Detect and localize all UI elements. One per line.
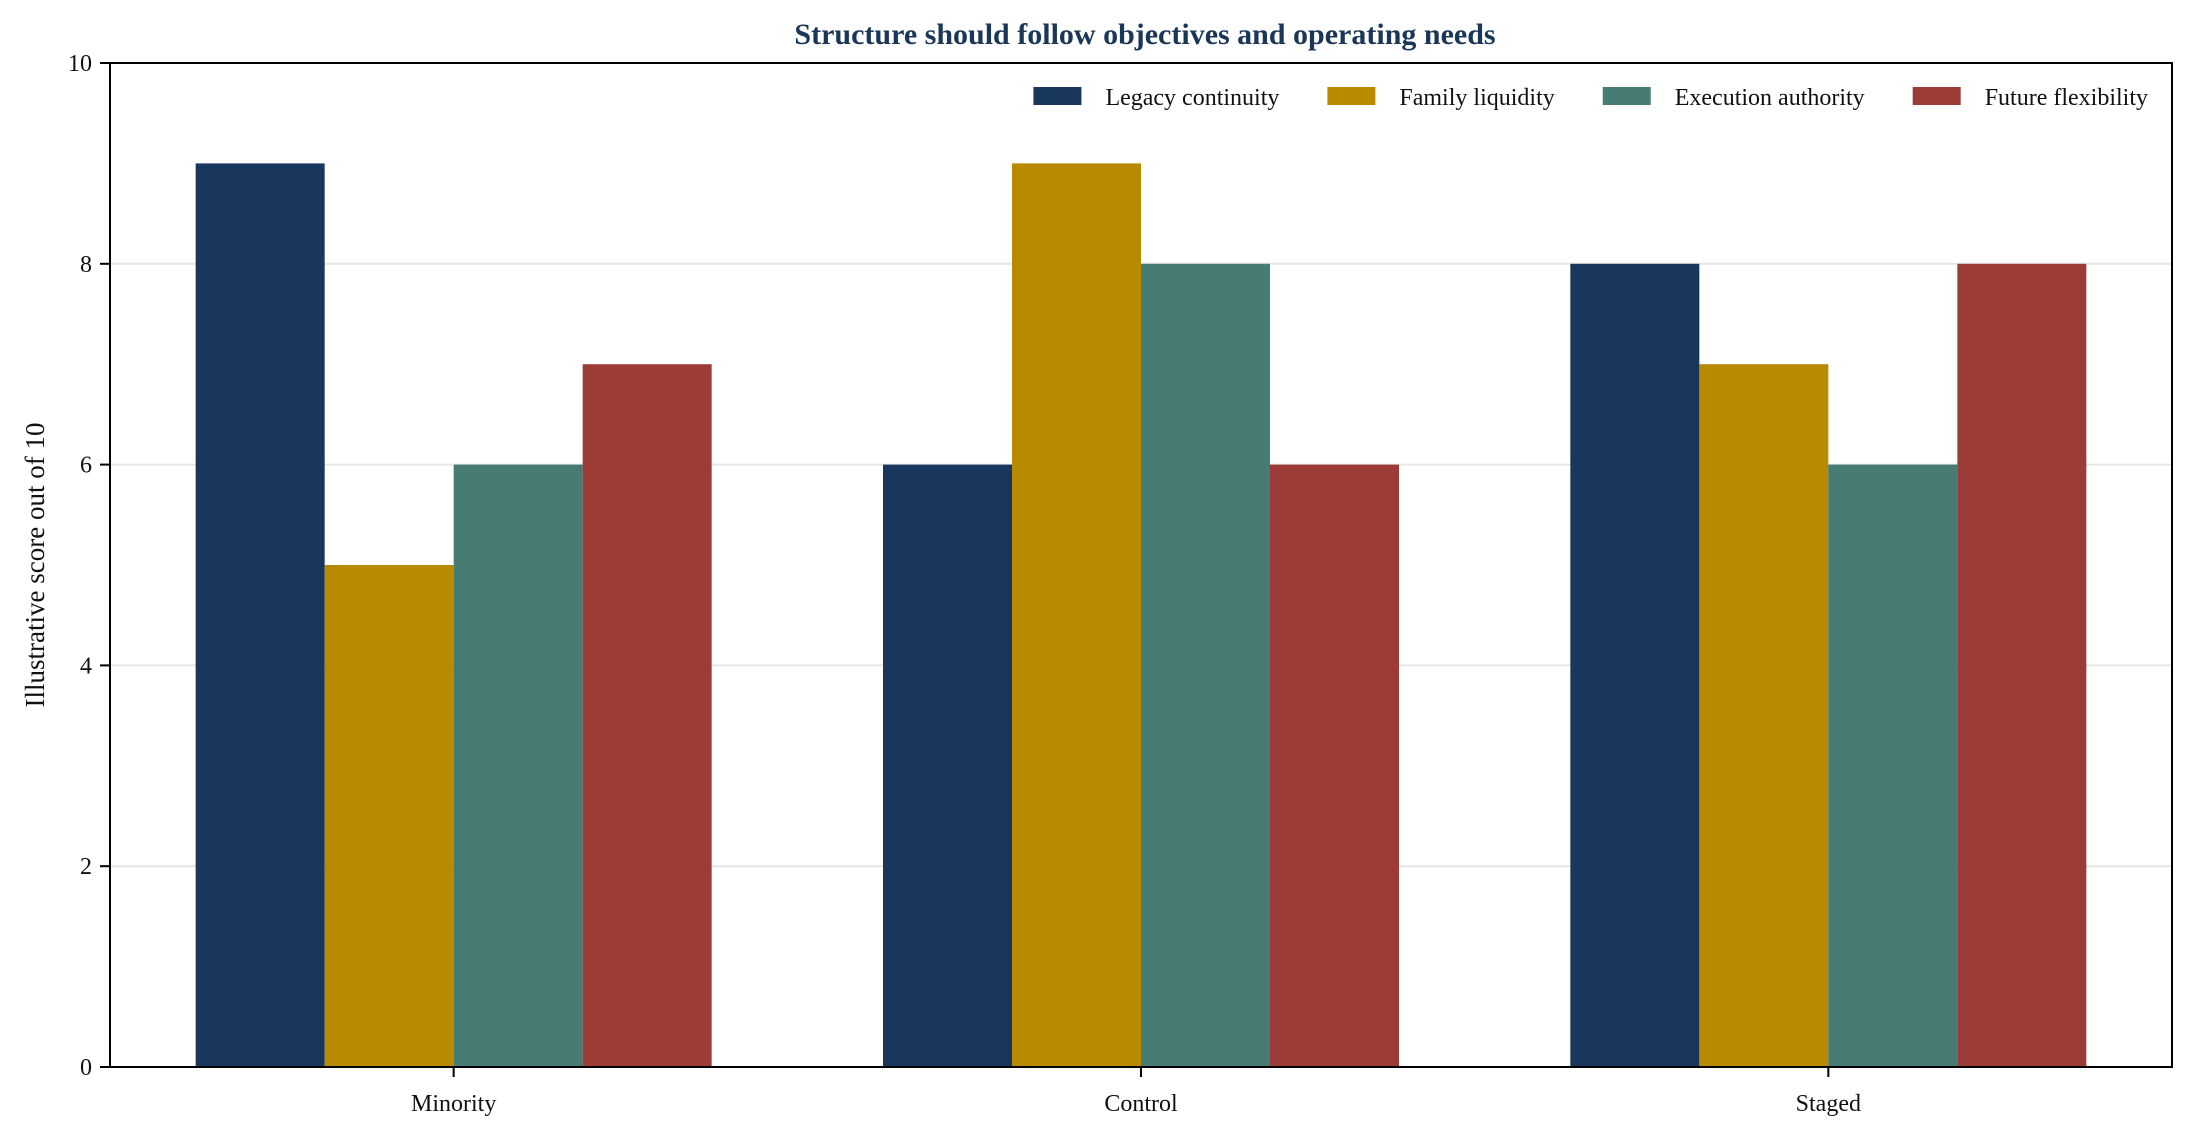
x-tick-label-control: Control xyxy=(1104,1091,1178,1117)
bar-minority-future-flexibility xyxy=(582,364,712,1067)
bars xyxy=(195,163,2087,1068)
y-tick-label-8: 8 xyxy=(80,252,92,278)
y-tick-label-2: 2 xyxy=(80,854,92,880)
bar-minority-legacy-continuity xyxy=(195,163,325,1067)
x-tick-label-staged: Staged xyxy=(1796,1091,1861,1117)
bar-control-execution-authority xyxy=(1141,263,1270,1067)
y-tick-label-6: 6 xyxy=(80,453,92,479)
bar-staged-family-liquidity xyxy=(1699,364,1829,1067)
legend-swatch-future-flexibility xyxy=(1912,87,1961,105)
bar-control-family-liquidity xyxy=(1012,163,1141,1067)
legend-swatch-family-liquidity xyxy=(1327,87,1376,105)
bar-staged-execution-authority xyxy=(1828,464,1958,1068)
bar-minority-family-liquidity xyxy=(324,565,454,1067)
y-tick-label-4: 4 xyxy=(80,653,92,679)
y-axis-ticks: 0 2 4 6 8 10 xyxy=(68,51,110,1081)
bar-control-future-flexibility xyxy=(1270,464,1399,1068)
legend-label-family-liquidity: Family liquidity xyxy=(1399,85,1554,111)
y-tick-label-10: 10 xyxy=(68,51,92,77)
bar-staged-legacy-continuity xyxy=(1570,263,1700,1067)
bar-minority-execution-authority xyxy=(453,464,583,1068)
legend: Legacy continuity Family liquidity Executi… xyxy=(1033,85,2148,111)
chart-title: Structure should follow objectives and o… xyxy=(794,18,1495,51)
legend-label-legacy-continuity: Legacy continuity xyxy=(1105,85,1279,111)
legend-label-future-flexibility: Future flexibility xyxy=(1985,85,2148,111)
legend-swatch-execution-authority xyxy=(1602,87,1651,105)
bar-control-legacy-continuity xyxy=(883,464,1012,1068)
x-axis-ticks: Minority Control Staged xyxy=(411,1067,1861,1117)
y-tick-label-0: 0 xyxy=(80,1055,92,1081)
y-axis-label: Illustrative score out of 10 xyxy=(20,423,50,708)
legend-label-execution-authority: Execution authority xyxy=(1675,85,1865,111)
bar-staged-future-flexibility xyxy=(1957,263,2087,1067)
x-tick-label-minority: Minority xyxy=(411,1091,496,1117)
legend-swatch-legacy-continuity xyxy=(1033,87,1082,105)
